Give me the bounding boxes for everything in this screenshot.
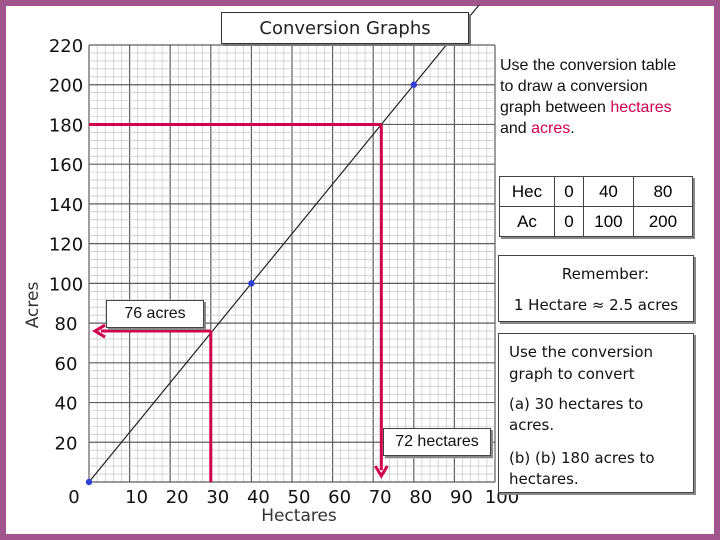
instructions-acres: acres — [531, 120, 571, 137]
instructions-hectares: hectares — [610, 99, 672, 116]
x-tick-label: 10 — [125, 487, 148, 508]
instructions-and: and — [500, 120, 532, 137]
x-tick-label: 90 — [450, 487, 473, 508]
table-cell: 80 — [632, 176, 694, 207]
instructions-text: Use the conversion table to draw a conve… — [500, 55, 690, 139]
x-tick-label: 0 — [68, 487, 79, 508]
y-tick-label: 60 — [55, 354, 78, 375]
x-tick-label: 50 — [288, 487, 311, 508]
y-tick-label: 140 — [49, 195, 83, 216]
table-cell: 0 — [553, 176, 585, 207]
table-row-acres: Ac 0 100 200 — [499, 206, 694, 237]
x-tick-label: 80 — [409, 487, 432, 508]
instructions-prefix: Use the conversion table to draw a conve… — [500, 57, 677, 116]
task-intro: Use the conversion graph to convert — [509, 343, 654, 383]
y-tick-label: 40 — [55, 394, 78, 415]
x-tick-label: 30 — [206, 487, 229, 508]
conversion-line — [89, 5, 480, 482]
y-tick-label: 180 — [49, 115, 83, 136]
y-tick-label: 160 — [49, 155, 83, 176]
remember-title: Remember: — [561, 265, 649, 283]
task-box: Use the conversion graph to convert (a) … — [498, 333, 694, 493]
y-tick-label: 100 — [49, 274, 83, 295]
grid — [88, 44, 496, 483]
table-cell: 200 — [632, 206, 694, 237]
data-point — [248, 280, 255, 287]
remember-box: Remember: 1 Hectare ≈ 2.5 acres — [498, 255, 694, 322]
x-tick-label: 70 — [369, 487, 392, 508]
remember-fact: 1 Hectare ≈ 2.5 acres — [513, 296, 679, 314]
reading-lines — [89, 122, 389, 482]
x-axis-label: Hectares — [261, 506, 337, 526]
y-axis-label: Acres — [23, 282, 43, 329]
x-tick-label: 60 — [328, 487, 351, 508]
table-cell: 40 — [583, 176, 634, 207]
y-tick-label: 80 — [55, 314, 78, 335]
reading-label-hectares: 72 hectares — [383, 428, 491, 456]
y-tick-label: 200 — [49, 76, 83, 97]
table-cell: 100 — [583, 206, 634, 237]
instructions-suffix: . — [570, 120, 575, 137]
x-tick-labels: 0 10 20 30 40 50 60 70 80 90 100 — [68, 487, 519, 508]
task-item-a: (a) 30 hectares to acres. — [509, 395, 644, 434]
page-title: Conversion Graphs — [221, 12, 469, 44]
y-tick-labels: 20 40 60 80 100 120 140 160 180 200 220 — [49, 36, 83, 454]
table-cell: 0 — [553, 206, 585, 237]
y-tick-label: 220 — [49, 36, 83, 57]
table-row-hectares: Hec 0 40 80 — [499, 176, 694, 207]
task-item-b: (b) (b) 180 acres to hectares. — [509, 449, 655, 488]
reading-label-acres: 76 acres — [106, 300, 204, 328]
table-cell: Ac — [499, 206, 555, 237]
data-point — [410, 81, 417, 88]
conversion-table: Hec 0 40 80 Ac 0 100 200 — [499, 176, 694, 237]
table-cell: Hec — [499, 176, 555, 207]
y-tick-label: 20 — [55, 433, 78, 454]
y-tick-label: 120 — [49, 235, 83, 256]
data-point — [85, 478, 93, 486]
reading-arrow-hectares — [374, 465, 389, 479]
conversion-line-group — [89, 5, 480, 482]
x-tick-label: 20 — [166, 487, 189, 508]
reading-arrow-acres — [92, 323, 106, 339]
x-tick-label: 40 — [247, 487, 270, 508]
data-points — [85, 81, 417, 486]
